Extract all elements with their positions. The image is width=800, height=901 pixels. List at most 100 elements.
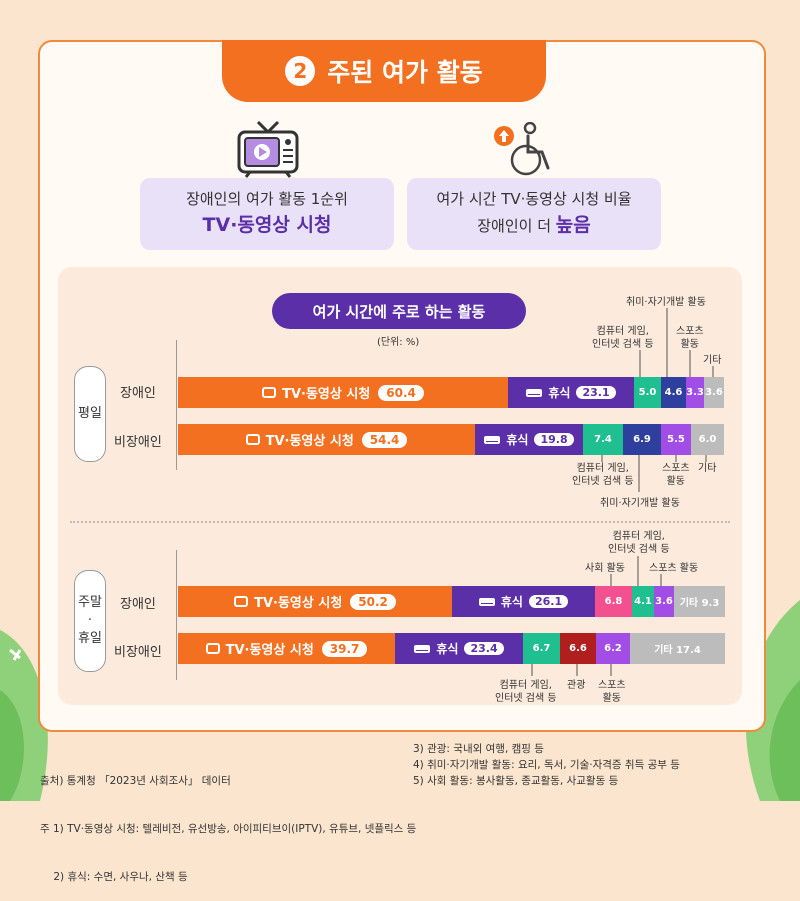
bar-segment-weekday-disabled-4: 3.3 <box>686 377 704 408</box>
info-box-tv-ratio-text: 여가 시간 TV·동영상 시청 비율 <box>436 190 632 208</box>
footnote-1: 주 1) TV·동영상 시청: 텔레비전, 유선방송, 아이피티브이(IPTV)… <box>40 823 417 835</box>
bar-segment-weekday-nondisabled-0: TV·동영상 시청 54.4 <box>178 424 475 455</box>
row-label-weekend-nondisabled: 비장애인 <box>114 645 162 660</box>
group-label-weekend: 주말 · 휴일 <box>74 570 106 672</box>
bar-value-label: 5.5 <box>667 434 685 445</box>
group-label-weekday: 평일 <box>74 366 106 462</box>
bar-value-label: 기타 9.3 <box>679 598 720 609</box>
bar-value-pill: 23.1 <box>576 386 616 399</box>
row-label-weekday-nondisabled: 비장애인 <box>114 435 162 450</box>
bar-segment-weekday-nondisabled-1: 휴식 19.8 <box>475 424 583 455</box>
annotation-computer-weekend-l1: 컴퓨터 게임, <box>612 531 665 542</box>
bed-icon <box>478 597 495 606</box>
bar-value-label: 6.2 <box>604 643 622 654</box>
annotation-computer-bottom: 컴퓨터 게임, 인터넷 검색 등 <box>495 679 557 705</box>
tv-icon <box>237 120 299 178</box>
annotation-tour-bottom: 관광 <box>567 680 586 691</box>
bar-value-label: 7.4 <box>594 434 612 445</box>
bar-segment-weekend-disabled-4: 3.6 <box>654 586 674 617</box>
info-box-first-rank-text: 장애인의 여가 활동 1순위 <box>186 190 348 208</box>
info-box-tv-ratio-sub: 장애인이 더 <box>477 217 556 235</box>
bar-segment-weekend-disabled-1: 휴식 26.1 <box>452 586 595 617</box>
bar-segment-weekday-nondisabled-5: 6.0 <box>691 424 724 455</box>
group-label-weekend-l2: 휴일 <box>78 631 102 646</box>
bar-segment-weekend-nondisabled-1: 휴식 23.4 <box>395 633 523 664</box>
info-box-first-rank: 장애인의 여가 활동 1순위 TV·동영상 시청 <box>140 178 394 250</box>
bar-segment-weekend-disabled-5: 기타 9.3 <box>674 586 725 617</box>
bar-value-label: 4.6 <box>664 387 683 398</box>
annotation-computer-weekend: 컴퓨터 게임, 인터넷 검색 등 <box>608 530 670 556</box>
bar-segment-weekday-nondisabled-2: 7.4 <box>583 424 623 455</box>
annotation-computer-mid: 컴퓨터 게임, 인터넷 검색 등 <box>572 462 634 488</box>
bars-layer: TV·동영상 시청 60.4 휴식 23.1 5.0 4.6 3.3 3.6 TV·동영상 시청… <box>178 377 725 664</box>
chart-panel <box>58 267 742 705</box>
annotation-sports-mid: 스포츠 활동 <box>662 462 690 488</box>
axis-line-weekend <box>176 550 177 680</box>
annotation-hobby-top: 취미·자기개발 활동 <box>626 297 706 308</box>
annotation-sports-weekend-l2: 활동 <box>679 563 699 574</box>
annotation-sports-top: 스포츠 활동 <box>676 325 704 351</box>
bar-segment-weekend-nondisabled-2: 6.7 <box>523 633 560 664</box>
bar-value-label: 6.8 <box>604 596 623 607</box>
wheelchair-up-icon <box>494 122 550 176</box>
group-label-weekday-text: 평일 <box>78 406 102 421</box>
bar-value-label: 6.9 <box>633 434 651 445</box>
bar-segment-weekend-nondisabled-0: TV·동영상 시청 39.7 <box>178 633 395 664</box>
annotation-computer-bottom-l1: 컴퓨터 게임, <box>499 680 552 691</box>
bar-value-pill: 60.4 <box>378 384 424 401</box>
bar-value-label: 3.6 <box>705 387 723 398</box>
bar-category-label: 휴식 <box>548 386 571 400</box>
bar-value-pill: 39.7 <box>321 640 368 657</box>
footnote-4: 4) 취미·자기개발 활동: 요리, 독서, 기술·자격증 취득 공부 등 <box>413 759 680 771</box>
bar-value-pill: 26.1 <box>528 595 569 608</box>
bed-icon <box>414 644 431 653</box>
tv-small-icon <box>205 643 220 654</box>
annotation-computer-top-l2: 인터넷 검색 등 <box>592 339 654 350</box>
annotation-sports-mid-l1: 스포츠 <box>662 463 690 474</box>
annotation-other-top: 기타 <box>703 355 722 366</box>
bar-value-pill: 50.2 <box>350 593 396 610</box>
group-label-weekend-l1: 주말 <box>78 595 102 610</box>
tv-small-icon <box>234 596 249 607</box>
info-box-first-rank-highlight: TV·동영상 시청 <box>202 214 332 236</box>
annotation-computer-mid-l2: 인터넷 검색 등 <box>572 476 634 487</box>
bar-segment-weekend-disabled-0: TV·동영상 시청 50.2 <box>178 586 452 617</box>
bar-segment-weekday-nondisabled-4: 5.5 <box>661 424 691 455</box>
annotation-computer-top-l1: 컴퓨터 게임, <box>596 326 649 337</box>
annotation-social-weekend: 사회 활동 <box>585 563 625 574</box>
annotation-computer-mid-l1: 컴퓨터 게임, <box>576 463 629 474</box>
bar-category-label: 휴식 <box>436 642 459 656</box>
annotation-sports-top-l1: 스포츠 <box>676 326 704 337</box>
bar-value-label: 5.0 <box>638 387 657 398</box>
bar-segment-weekend-nondisabled-3: 6.6 <box>560 633 596 664</box>
bar-value-label: 기타 17.4 <box>654 645 701 656</box>
bar-segment-weekday-disabled-3: 4.6 <box>661 377 686 408</box>
footnote-2: 2) 휴식: 수면, 사우나, 산책 등 <box>40 871 188 883</box>
chart-unit: (단위: %) <box>377 337 420 348</box>
group-divider <box>70 521 730 523</box>
footnotes-left: 출처) 통계청 「2023년 사회조사」 데이터 주 1) TV·동영상 시청:… <box>40 741 416 901</box>
bar-value-pill: 19.8 <box>534 433 574 446</box>
bar-segment-weekday-disabled-5: 3.6 <box>704 377 724 408</box>
bar-segment-weekday-nondisabled-3: 6.9 <box>623 424 661 455</box>
bed-icon <box>526 388 543 397</box>
bar-segment-weekday-disabled-2: 5.0 <box>634 377 661 408</box>
leaf-decoration-right <box>745 600 800 801</box>
annotation-other-mid: 기타 <box>698 463 717 474</box>
bar-value-pill: 23.4 <box>464 642 504 655</box>
annotation-sports-bottom-l1: 스포츠 <box>598 680 626 691</box>
bar-category-label: 휴식 <box>506 433 529 447</box>
bar-category-label: TV·동영상 시청 <box>254 596 343 611</box>
bar-value-pill: 54.4 <box>361 431 408 448</box>
bar-category-label: TV·동영상 시청 <box>225 643 314 658</box>
footnote-5: 5) 사회 활동: 봉사활동, 종교활동, 사교활동 등 <box>413 775 619 787</box>
section-title: 주된 여가 활동 <box>327 58 483 87</box>
footnote-source: 출처) 통계청 「2023년 사회조사」 데이터 <box>40 775 231 787</box>
bar-category-label: 휴식 <box>500 595 523 609</box>
tv-small-icon <box>262 387 277 398</box>
bar-value-label: 6.7 <box>532 643 551 654</box>
annotation-sports-bottom-l2: 활동 <box>602 693 621 704</box>
annotation-sports-weekend-l1: 스포츠 <box>649 563 677 574</box>
bar-value-label: 6.6 <box>569 643 587 654</box>
bar-segment-weekend-nondisabled-5: 기타 17.4 <box>630 633 725 664</box>
